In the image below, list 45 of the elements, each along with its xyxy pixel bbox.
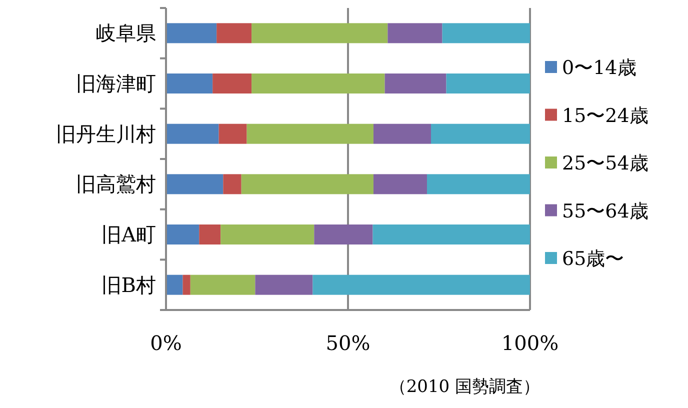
legend-label: 25〜54歳	[562, 152, 648, 174]
bar	[252, 23, 388, 44]
bar	[373, 124, 431, 144]
y-tick-label: 旧B村	[101, 272, 156, 297]
bar	[384, 74, 446, 94]
bar	[218, 124, 247, 144]
bar	[199, 224, 221, 244]
bar	[426, 174, 530, 194]
y-tick-label: 旧海津町	[76, 72, 156, 96]
y-tick-label: 旧高鷲村	[76, 172, 156, 196]
x-tick-label: 100%	[501, 331, 559, 355]
bar	[430, 124, 530, 144]
bar	[373, 174, 427, 194]
x-tick-label: 50%	[326, 331, 370, 355]
bar	[216, 23, 252, 44]
bar	[166, 74, 213, 94]
bar	[166, 174, 224, 194]
bar	[166, 124, 219, 144]
bar	[446, 74, 530, 94]
bar	[223, 174, 242, 194]
legend-label: 65歳〜	[562, 248, 624, 270]
bar	[166, 23, 217, 44]
legend-label: 55〜64歳	[562, 200, 648, 222]
bar	[442, 23, 530, 44]
text: （2010 国勢調査）	[389, 377, 540, 397]
bar	[241, 174, 374, 194]
bar	[252, 74, 385, 94]
y-tick-label: 旧A町	[102, 222, 156, 246]
y-tick-label: 岐阜県	[96, 21, 156, 46]
x-tick-label: 0%	[150, 331, 182, 355]
bar	[166, 224, 200, 244]
bar	[372, 224, 530, 244]
bar	[212, 74, 252, 94]
bar	[255, 274, 313, 295]
bar	[182, 274, 190, 295]
bar	[190, 274, 256, 295]
bar	[246, 124, 374, 144]
bar	[220, 224, 314, 244]
legend-label: 15〜24歳	[562, 104, 648, 127]
bar	[312, 274, 530, 295]
y-tick-label: 旧丹生川村	[56, 122, 156, 146]
legend-label: 0〜14歳	[562, 57, 636, 79]
bar	[314, 224, 373, 244]
bar	[166, 274, 183, 295]
bar	[388, 23, 442, 44]
